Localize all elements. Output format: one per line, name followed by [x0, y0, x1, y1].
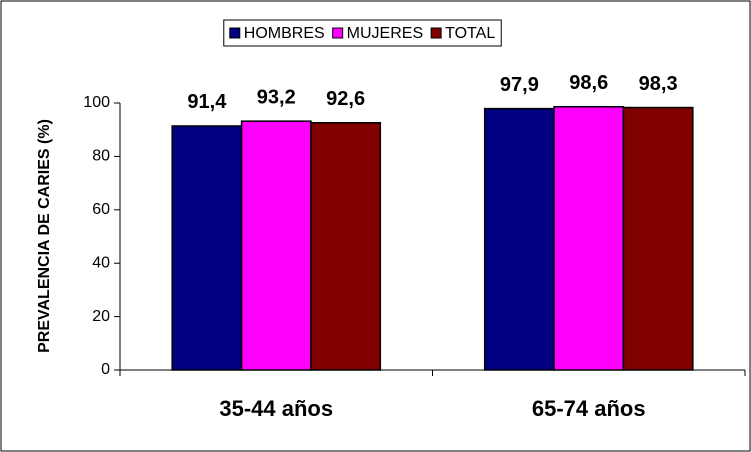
x-tick-label: 35-44 años	[219, 396, 333, 421]
value-label: 91,4	[187, 91, 227, 113]
value-label: 97,9	[500, 74, 539, 96]
x-tick-label: 65-74 años	[532, 396, 646, 421]
legend-swatch	[332, 27, 344, 39]
legend-swatch	[430, 27, 442, 39]
bar	[622, 106, 694, 371]
value-label: 98,6	[569, 72, 608, 94]
y-tick-label: 20	[92, 308, 110, 325]
value-label: 98,3	[639, 73, 678, 95]
bar	[310, 122, 382, 371]
y-axis-label: PREVALENCIA DE CARIES (%)	[36, 119, 53, 353]
legend-swatch	[229, 27, 241, 39]
bar	[240, 120, 312, 371]
y-tick-label: 100	[83, 94, 110, 111]
bar	[483, 107, 555, 371]
bar	[553, 105, 625, 371]
legend-label: TOTAL	[445, 25, 495, 42]
y-tick-label: 0	[101, 361, 110, 378]
value-label: 93,2	[257, 86, 296, 108]
legend-box	[223, 19, 502, 47]
legend-label: MUJERES	[347, 25, 423, 42]
y-tick-label: 60	[92, 201, 110, 218]
bar	[171, 125, 243, 371]
legend-label: HOMBRES	[244, 25, 325, 42]
y-tick-label: 40	[92, 254, 110, 271]
value-label: 92,6	[326, 88, 365, 110]
y-tick-label: 80	[92, 148, 110, 165]
